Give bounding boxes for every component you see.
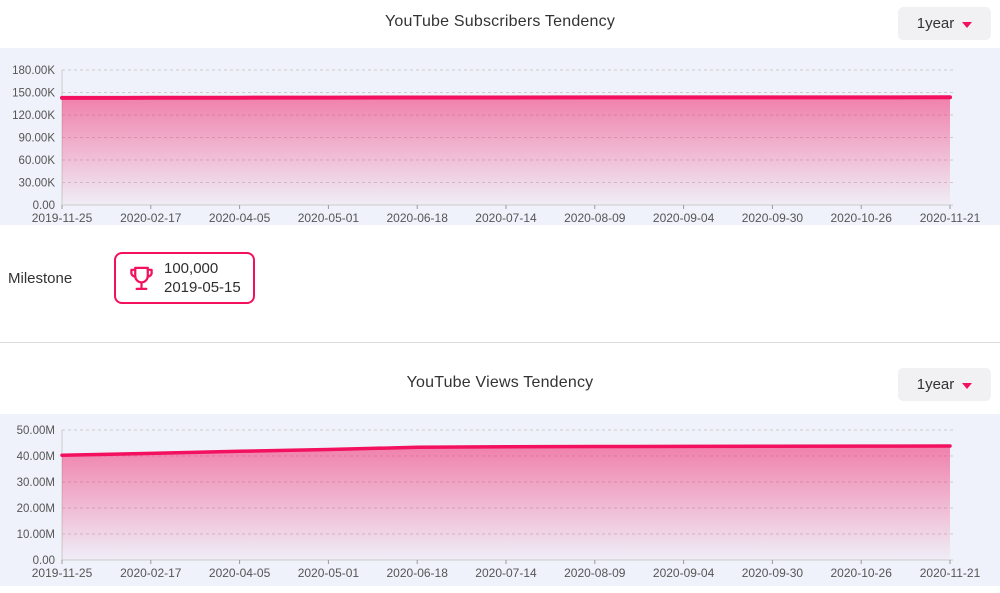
range-selector-label: 1year [916, 15, 955, 32]
x-axis-label: 2020-09-30 [742, 566, 804, 580]
x-axis-label: 2020-10-26 [831, 211, 893, 225]
area-fill [62, 97, 950, 205]
x-axis-label: 2020-07-14 [475, 566, 537, 580]
milestone-label: Milestone [8, 269, 73, 287]
trend-line [60, 444, 952, 457]
views-chart-title: YouTube Views Tendency [406, 374, 594, 391]
milestone-date: 2019-05-15 [164, 279, 241, 296]
milestone-text: 100,000 2019-05-15 [164, 259, 241, 297]
y-axis-label: 20.00M [17, 503, 55, 515]
x-axis-label: 2020-09-04 [653, 211, 715, 225]
views-area-chart: 0.00 10.00M 20.00M 30.00M 40.00M 50.00M 2019-1… [17, 425, 981, 580]
x-axis-label: 2020-09-04 [653, 566, 715, 580]
x-axis-label: 2020-04-05 [209, 566, 271, 580]
y-axis-label: 50.00M [17, 425, 55, 437]
trend-line [60, 95, 952, 100]
y-axis-label: 90.00K [19, 133, 56, 145]
views-chart-panel: 0.00 10.00M 20.00M 30.00M 40.00M 50.00M 2019-1… [0, 414, 1000, 586]
y-axis-label: 40.00M [17, 451, 55, 463]
x-axis-label: 2020-02-17 [120, 211, 182, 225]
x-axis-label: 2020-06-18 [387, 566, 449, 580]
x-axis-label: 2020-10-26 [831, 566, 893, 580]
x-axis-label: 2020-04-05 [209, 211, 271, 225]
y-axis-label: 0.00 [33, 555, 55, 567]
views-range-selector[interactable]: 1year [898, 368, 991, 401]
x-axis-label: 2020-05-01 [298, 566, 360, 580]
x-axis-label: 2020-07-14 [475, 211, 537, 225]
x-axis-label: 2020-06-18 [387, 211, 449, 225]
milestone-value: 100,000 [164, 260, 219, 277]
subscribers-range-selector[interactable]: 1year [898, 7, 991, 40]
x-axis-label: 2020-05-01 [298, 211, 360, 225]
milestone-badge: 100,000 2019-05-15 [114, 252, 255, 304]
y-axis-label: 10.00M [17, 529, 55, 541]
y-axis-label: 30.00K [19, 178, 56, 190]
y-axis-label: 30.00M [17, 477, 55, 489]
area-fill [62, 446, 950, 560]
caret-down-icon [962, 21, 973, 28]
y-axis-label: 180.00K [12, 65, 55, 77]
x-axis-label: 2020-11-21 [920, 566, 981, 580]
y-axis-label: 0.00 [33, 200, 55, 212]
x-axis-label: 2019-11-25 [32, 566, 93, 580]
subscribers-area-chart: 0.00 30.00K 60.00K 90.00K 120.00K 150.00K 180.… [12, 65, 981, 225]
x-axis-label: 2020-08-09 [564, 566, 626, 580]
y-axis-label: 120.00K [12, 110, 55, 122]
y-axis-label: 60.00K [19, 155, 56, 167]
x-axis-label: 2020-02-17 [120, 566, 182, 580]
milestone-row: Milestone 100,000 2019-05-15 [8, 252, 255, 304]
x-axis-label: 2019-11-25 [32, 211, 93, 225]
subscribers-chart-panel: 0.00 30.00K 60.00K 90.00K 120.00K 150.00K 180.… [0, 48, 1000, 225]
y-axis-label: 150.00K [12, 88, 55, 100]
caret-down-icon [962, 382, 973, 389]
trophy-icon [130, 266, 153, 290]
section-divider [0, 342, 1000, 343]
x-axis-label: 2020-09-30 [742, 211, 804, 225]
x-axis-label: 2020-11-21 [920, 211, 981, 225]
subscribers-chart-title: YouTube Subscribers Tendency [384, 13, 616, 30]
x-axis-label: 2020-08-09 [564, 211, 626, 225]
range-selector-label: 1year [916, 376, 955, 393]
